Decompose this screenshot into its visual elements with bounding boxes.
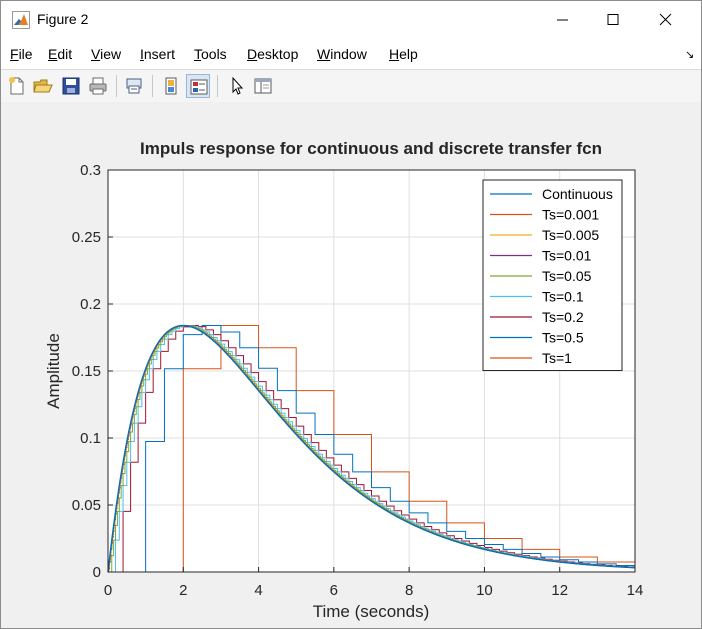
y-tick-label: 0.15 [72,363,101,380]
new-figure-icon [9,77,24,95]
print-icon [89,77,107,95]
x-tick-label: 0 [104,582,112,599]
menu-bar: File Edit View Insert Tools Desktop Wind… [1,39,701,69]
legend-label: Continuous [542,186,613,202]
x-tick-label: 12 [551,582,568,599]
maximize-button[interactable] [590,1,636,39]
show-plot-tools-icon [190,79,208,95]
axis-ticks: 0 2 4 6 8 10 12 14 0 0.05 0.1 0.15 0.2 0.25 0.3 [72,162,644,599]
x-axis-label: Time (seconds) [313,602,430,621]
dock-figure-icon[interactable]: ↘ [685,49,695,61]
property-inspector-button[interactable] [251,74,275,98]
menu-view[interactable]: View [91,46,122,62]
save-icon [62,77,80,95]
toolbar-separator [116,75,117,97]
title-bar[interactable]: Figure 2 [1,1,701,39]
figure-canvas[interactable]: Impuls response for continuous and discr… [1,102,701,628]
legend-label: Ts=0.001 [542,207,599,223]
menu-help[interactable]: Help [389,46,418,62]
x-tick-label: 4 [254,582,262,599]
series-line-ts-0-5 [108,325,636,573]
x-tick-label: 8 [405,582,413,599]
menu-window[interactable]: Window [317,46,367,62]
plot-lines [107,324,636,573]
legend-box[interactable] [482,179,623,371]
open-file-icon [33,79,53,93]
y-tick-label: 0.3 [80,162,101,179]
edit-plot-icon [232,76,244,95]
series-line-continuous [107,324,636,573]
plot-title: Impuls response for continuous and discr… [140,139,602,158]
toolbar-separator [217,75,218,97]
show-plot-tools-button[interactable] [186,74,210,98]
legend-label: Ts=0.1 [542,289,584,305]
legend[interactable]: Continuous Ts=0.001 Ts=0.005 Ts=0.01 Ts=0.05… [482,179,623,371]
toolbar-separator [152,75,153,97]
hide-plot-tools-icon [165,77,177,95]
y-tick-label: 0.25 [72,229,101,246]
legend-label: Ts=0.5 [542,330,584,346]
y-tick-label: 0.05 [72,497,101,514]
save-button[interactable] [59,74,83,98]
x-tick-label: 6 [330,582,338,599]
legend-label: Ts=0.2 [542,309,584,325]
matlab-logo-icon [12,11,30,29]
figure-toolbar [1,69,701,103]
x-tick-label: 10 [476,582,493,599]
legend-label: Ts=0.05 [542,268,592,284]
window-title: Figure 2 [37,11,89,27]
legend-label: Ts=1 [542,350,572,366]
y-tick-label: 0.1 [80,430,101,447]
close-icon [659,13,672,26]
x-tick-label: 14 [627,582,644,599]
new-figure-button[interactable] [5,74,29,98]
property-inspector-icon [254,78,272,94]
edit-plot-button[interactable] [225,74,249,98]
maximize-icon [607,14,619,25]
minimize-icon [557,19,568,21]
menu-edit[interactable]: Edit [48,46,73,62]
link-plot-button[interactable] [122,74,146,98]
minimize-button[interactable] [540,1,586,39]
menu-tools[interactable]: Tools [194,46,227,62]
y-tick-label: 0 [93,564,101,581]
legend-label: Ts=0.005 [542,227,599,243]
print-button[interactable] [86,74,110,98]
open-file-button[interactable] [31,74,55,98]
close-button[interactable] [643,1,689,39]
series-line-ts-0-2 [108,325,636,573]
hide-plot-tools-button[interactable] [159,74,183,98]
menu-insert[interactable]: Insert [140,46,176,62]
menu-desktop[interactable]: Desktop [247,46,299,62]
y-axis-label: Amplitude [44,333,63,409]
menu-file[interactable]: File [10,46,33,62]
legend-label: Ts=0.01 [542,248,592,264]
y-tick-label: 0.2 [80,296,101,313]
link-plot-icon [126,78,142,94]
x-tick-label: 2 [179,582,187,599]
impulse-response-plot[interactable]: Impuls response for continuous and discr… [1,102,701,628]
